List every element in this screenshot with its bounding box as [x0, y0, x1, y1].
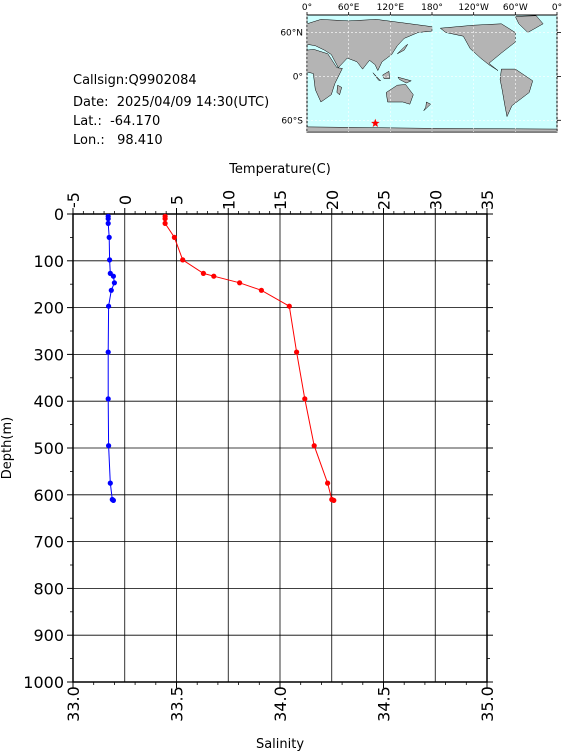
map-lon-label: 60°E	[338, 3, 360, 13]
map-labels: 0° 60°E 120°E 180° 120°W 60°W 0° 60°N 0° 60°S	[280, 3, 562, 126]
temperature-profile-line	[164, 216, 335, 501]
map-land-south-america	[499, 68, 533, 118]
map-lon-label: 0°	[302, 3, 312, 13]
bottom-tick-label: 33.5	[168, 686, 187, 722]
map-land-greenland	[514, 15, 544, 33]
map-lon-label: 120°E	[377, 3, 405, 13]
top-axis-title: Temperature(C)	[228, 162, 331, 177]
temperature-data-point	[171, 234, 177, 240]
top-tick-label: 15	[271, 190, 290, 210]
top-tick-label: 35	[478, 190, 497, 210]
callsign-text: Callsign:Q9902084	[73, 73, 197, 88]
depth-tick-label: 0	[54, 205, 64, 224]
temperature-data-point	[294, 349, 300, 355]
top-tick-label: 25	[375, 190, 394, 210]
map-lat-label: 60°S	[281, 116, 303, 126]
salinity-data-point	[106, 234, 112, 240]
y-axis-title: Depth(m)	[0, 417, 15, 479]
map-land-new-zealand	[423, 101, 432, 111]
bottom-tick-label: 35.0	[478, 686, 497, 722]
location-map: 0° 60°E 120°E 180° 120°W 60°W 0° 60°N 0° 60°S	[280, 3, 562, 133]
top-tick-label: -5	[64, 192, 83, 208]
map-landmasses	[306, 15, 558, 133]
map-lon-label: 60°W	[503, 3, 528, 13]
salinity-data-point	[105, 396, 111, 402]
depth-tick-label: 600	[33, 486, 64, 505]
map-land-new-guinea	[397, 76, 412, 84]
longitude-text: Lon.: 98.410	[73, 133, 163, 148]
temperature-data-point	[180, 257, 186, 263]
temperature-data-point	[311, 443, 317, 449]
temperature-data-point	[200, 270, 206, 276]
temperature-data-point	[162, 220, 168, 226]
temperature-data-point	[211, 273, 217, 279]
temperature-data-point	[258, 287, 264, 293]
temperature-data-point	[302, 396, 308, 402]
map-land-australia	[385, 84, 414, 105]
depth-tick-label: 1000	[23, 673, 64, 692]
map-land-madagascar	[336, 84, 342, 96]
salinity-data-point	[107, 480, 113, 486]
station-marker-star	[371, 118, 380, 127]
salinity-data-point	[106, 443, 112, 449]
salinity-data-point	[110, 497, 116, 503]
depth-tick-label: 300	[33, 345, 64, 364]
bottom-tick-label: 34.0	[271, 686, 290, 722]
map-graticule	[306, 15, 558, 132]
depth-tick-label: 200	[33, 299, 64, 318]
grid-lines	[72, 213, 488, 683]
salinity-data-point	[105, 220, 111, 226]
map-lon-label: 0°	[552, 3, 562, 13]
temperature-data-point	[162, 216, 168, 222]
map-land-africa	[306, 49, 343, 103]
temperature-data-point	[286, 303, 292, 309]
salinity-data-point	[107, 257, 113, 263]
salinity-data-point	[108, 287, 114, 293]
map-land-japan	[397, 44, 408, 55]
bottom-axis-title: Salinity	[256, 737, 304, 751]
depth-tick-label: 100	[33, 252, 64, 271]
map-lat-label: 60°N	[280, 29, 303, 39]
depth-tick-label: 700	[33, 533, 64, 552]
date-text: Date: 2025/04/09 14:30(UTC)	[73, 95, 270, 110]
top-tick-label: 5	[168, 195, 187, 205]
temperature-data-point	[331, 497, 337, 503]
salinity-data-point	[110, 273, 116, 279]
bottom-tick-label: 33.0	[64, 686, 83, 722]
top-tick-label: 20	[323, 190, 342, 210]
salinity-data-point	[105, 216, 111, 222]
temperature-data-point	[325, 480, 331, 486]
depth-tick-label: 400	[33, 392, 64, 411]
salinity-data-point	[106, 303, 112, 309]
map-lon-label: 120°W	[458, 3, 489, 13]
bottom-tick-label: 34.5	[375, 686, 394, 722]
top-tick-label: 10	[219, 190, 238, 210]
latitude-text: Lat.: -64.170	[73, 114, 161, 129]
salinity-data-point	[111, 280, 117, 286]
tick-marks	[67, 208, 493, 688]
map-land-eurasia	[306, 19, 433, 72]
data-series	[105, 213, 337, 503]
salinity-profile-line	[107, 216, 115, 501]
map-lat-label: 0°	[293, 72, 303, 82]
top-tick-label: 30	[426, 190, 445, 210]
map-land-north-america	[439, 23, 516, 71]
depth-tick-label: 800	[33, 579, 64, 598]
top-tick-label: 0	[116, 195, 135, 205]
salinity-data-point	[105, 349, 111, 355]
temperature-data-point	[237, 280, 243, 286]
map-lon-label: 180°	[421, 3, 443, 13]
depth-tick-label: 900	[33, 626, 64, 645]
map-land-borneo	[382, 70, 390, 79]
depth-tick-label: 500	[33, 439, 64, 458]
